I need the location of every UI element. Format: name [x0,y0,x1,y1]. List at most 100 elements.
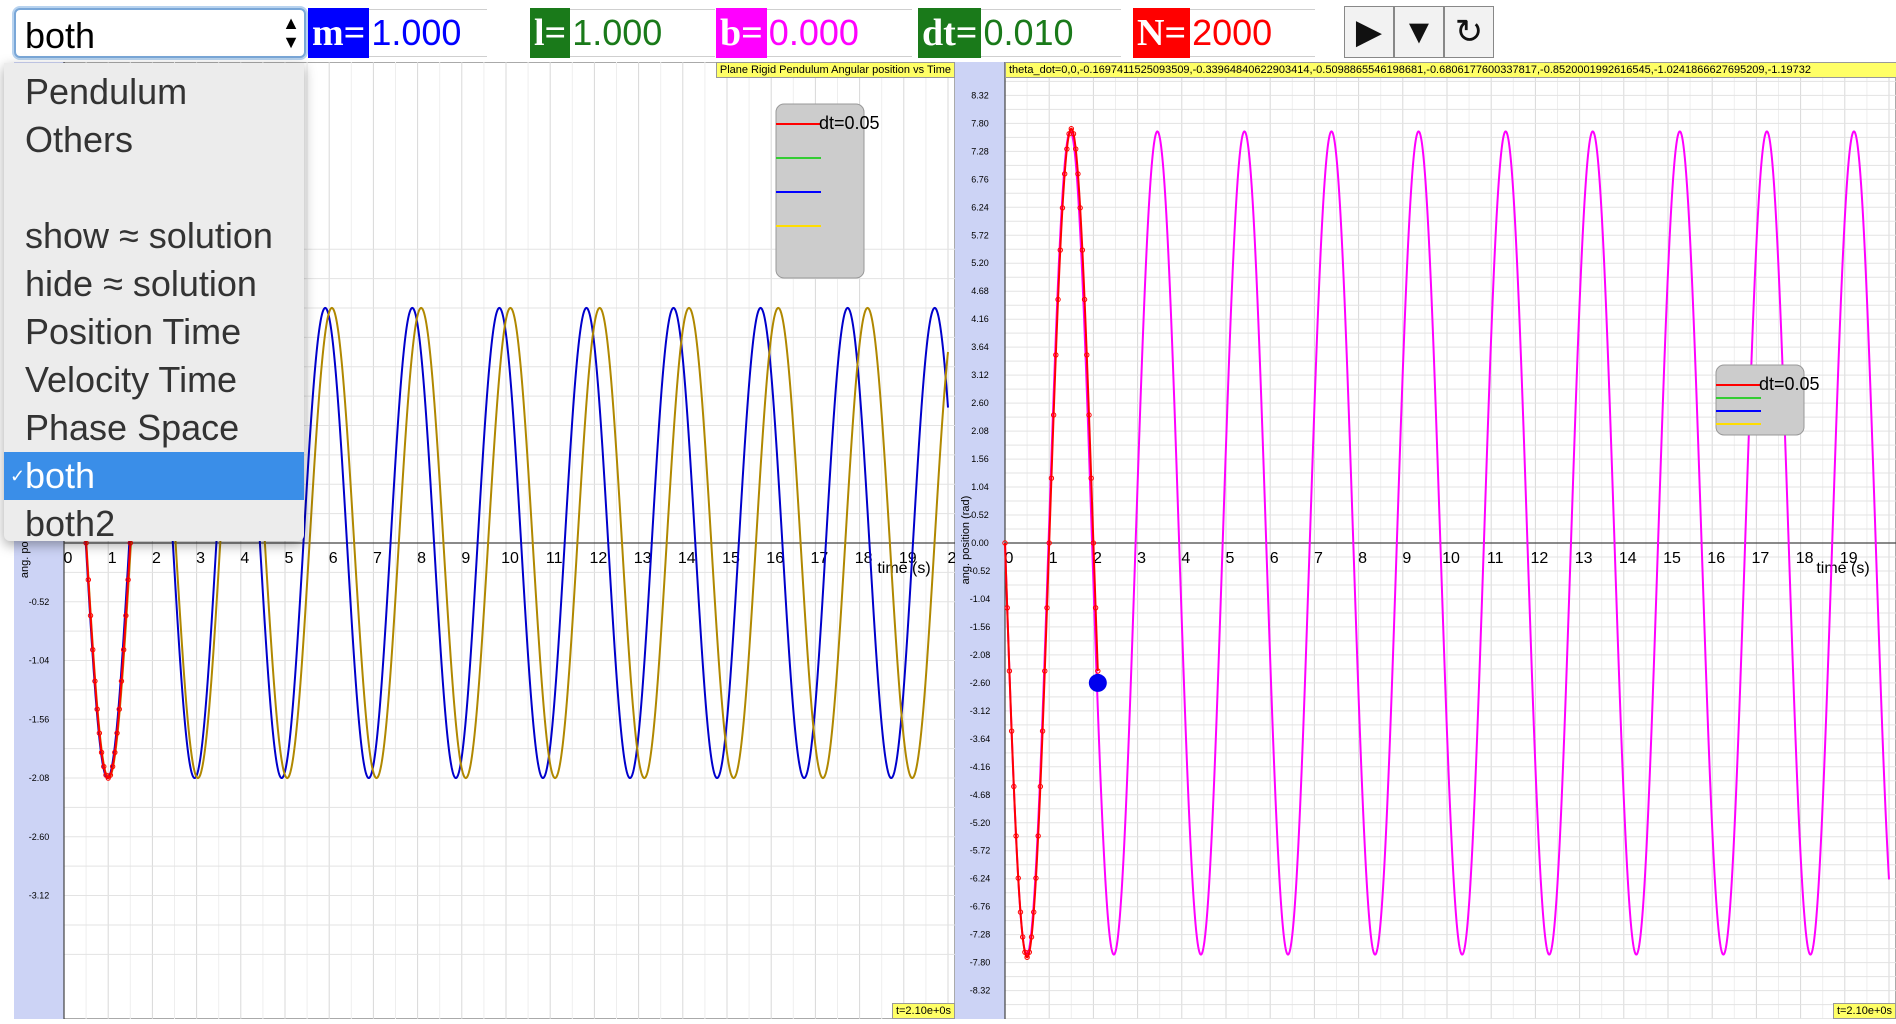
series-marker [1042,668,1048,674]
y-tick-label: 2.60 [971,398,989,408]
menu-item-blank[interactable] [4,164,304,212]
param-b-input[interactable]: 0.000 [766,9,912,57]
menu-item-label: Pendulum [25,71,188,112]
y-tick-label: -6.24 [970,874,991,884]
series-marker [1037,783,1044,790]
legend: dt=0.05 [1715,364,1820,436]
menu-item-position-time[interactable]: Position Time [4,308,304,356]
play-button[interactable]: ▶ [1344,6,1394,58]
y-tick-label: 5.20 [971,258,989,268]
param-b-label: b= [716,8,767,58]
series-marker [123,612,129,619]
y-tick-label: 6.76 [971,174,989,184]
series-marker [1008,728,1015,734]
y-tick-label: -6.76 [970,902,991,912]
series-marker [112,749,118,756]
y-tick-label: -7.28 [970,930,991,940]
y-axis-label: ang. position (rad) [960,496,972,585]
x-tick-label: 10 [1442,550,1460,567]
series-marker [1031,909,1037,915]
param-m-input[interactable]: 1.000 [369,9,488,57]
menu-item-show-approx[interactable]: show ≈ solution [4,212,304,260]
menu-item-label: Others [25,119,134,160]
mode-dropdown-menu: Pendulum Others show ≈ solution hide ≈ s… [4,63,304,544]
series-marker [1070,131,1077,137]
x-tick-label: 12 [590,550,608,567]
series-marker [1053,352,1059,358]
y-tick-label: 4.68 [971,286,989,296]
y-tick-label: 7.28 [971,146,989,156]
x-axis-label: time (s) [877,560,930,577]
series-marker [1055,296,1061,303]
legend-label: dt=0.05 [819,113,880,133]
menu-item-label: both2 [25,503,116,544]
x-tick-label: 18 [1796,550,1814,567]
right-plot-time: t=2.10e+0s [1832,1003,1896,1019]
menu-item-label: both [25,455,96,496]
series-marker [107,772,114,778]
series-marker [85,577,92,583]
mode-select[interactable]: both ▲ ▼ [14,8,306,58]
y-tick-label: -1.56 [970,622,991,632]
menu-item-hide-approx[interactable]: hide ≈ solution [4,260,304,308]
menu-item-pendulum[interactable]: Pendulum [4,68,304,116]
menu-item-both2[interactable]: both2 [4,500,304,548]
param-dt: dt= 0.010 [918,8,1122,58]
series-marker [1044,605,1050,611]
right-plot[interactable]: 8.32 7.80 7.28 6.76 6.24 5.72 5.20 4.68 4.16 3.64… [955,61,1896,1020]
menu-item-phase-space[interactable]: Phase Space [4,404,304,452]
menu-item-both[interactable]: ✓ both [4,452,304,500]
x-tick-label: 14 [1619,550,1637,567]
x-tick-label: 9 [1402,550,1411,567]
y-tick-label: 7.80 [971,118,989,128]
x-tick-label: 18 [855,550,873,567]
y-tick-label: -5.20 [970,818,991,828]
series-marker [94,706,100,712]
x-tick-label: 7 [373,550,382,567]
x-tick-label: 3 [196,550,205,567]
left-plot-time: t=2.10e+0s [891,1003,955,1019]
x-tick-label: 16 [766,550,784,567]
series-marker [1028,934,1035,940]
menu-item-others[interactable]: Others [4,116,304,164]
right-plot-title: theta_dot=0,0,-0.1697411525093509,-0.339… [1005,62,1896,78]
x-tick-label: 15 [1663,550,1681,567]
y-tick-label: 1.04 [971,482,989,492]
series-marker [98,749,105,756]
param-dt-input[interactable]: 0.010 [981,9,1122,57]
x-tick-label: 4 [240,550,249,567]
x-axis-label: time (s) [1816,560,1869,577]
y-tick-label: -2.60 [970,678,991,688]
series-marker [1013,833,1019,839]
step-down-button[interactable]: ▼ [1394,6,1444,58]
param-n: N= 2000 [1133,8,1316,58]
series-marker [1050,412,1057,418]
series-marker [1088,475,1094,481]
x-tick-label: 8 [417,550,426,567]
x-tick-label: 13 [634,550,652,567]
y-tick-label: 2.08 [971,426,989,436]
x-tick-label: 13 [1575,550,1593,567]
mode-select-value: both [25,15,96,56]
y-tick-label: -3.12 [29,891,50,901]
reset-button[interactable]: ↻ [1444,6,1494,58]
y-tick-label: 5.72 [971,230,989,240]
x-tick-label: 8 [1358,550,1367,567]
series-marker [101,763,107,770]
y-tick-label: -7.80 [970,958,991,968]
param-l-label: l= [530,8,571,58]
series-marker [1033,875,1039,881]
param-b: b= 0.000 [716,8,912,58]
y-tick-label: 1.56 [971,454,989,464]
y-axis-label: ang. pos [19,535,31,578]
series-marker [125,577,131,583]
param-n-input[interactable]: 2000 [1190,9,1316,57]
series-marker [1057,247,1063,253]
y-axis-band [955,62,1005,1019]
x-tick-label: 0 [64,550,73,567]
series-marker [1024,954,1030,960]
y-tick-label: -1.04 [29,656,50,666]
menu-item-velocity-time[interactable]: Velocity Time [4,356,304,404]
y-tick-label: -1.04 [970,594,991,604]
param-l-input[interactable]: 1.000 [570,9,716,57]
